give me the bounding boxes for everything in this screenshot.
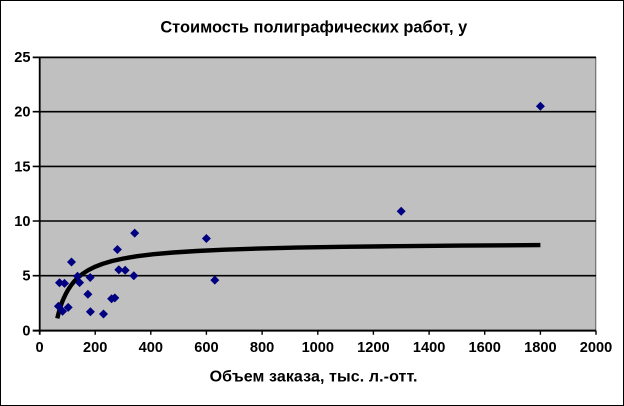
svg-text:1800: 1800	[524, 340, 556, 356]
svg-text:0: 0	[35, 340, 43, 356]
svg-text:2000: 2000	[580, 340, 612, 356]
svg-text:800: 800	[250, 340, 274, 356]
svg-text:1400: 1400	[413, 340, 445, 356]
svg-text:20: 20	[14, 105, 30, 121]
svg-text:1600: 1600	[468, 340, 500, 356]
svg-text:5: 5	[22, 269, 30, 285]
svg-text:0: 0	[22, 323, 30, 339]
svg-text:25: 25	[14, 50, 30, 66]
svg-text:400: 400	[139, 340, 163, 356]
svg-text:Объем заказа, тыс. л.-отт.: Объем заказа, тыс. л.-отт.	[210, 368, 418, 385]
svg-text:1200: 1200	[357, 340, 389, 356]
svg-text:Стоимость полиграфических рабо: Стоимость полиграфических работ, у	[160, 18, 468, 36]
svg-text:10: 10	[14, 214, 30, 230]
svg-text:200: 200	[83, 340, 107, 356]
svg-text:600: 600	[194, 340, 218, 356]
svg-text:15: 15	[14, 159, 30, 175]
svg-text:1000: 1000	[302, 340, 334, 356]
